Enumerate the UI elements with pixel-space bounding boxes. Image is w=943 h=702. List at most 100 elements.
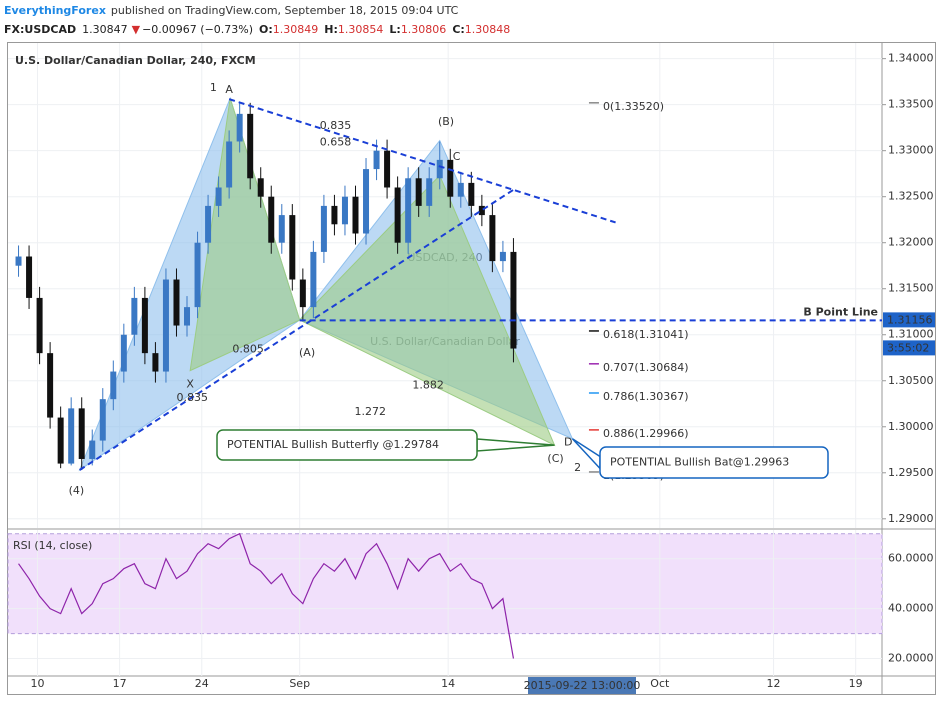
- rsi-band: [7, 533, 883, 635]
- header-line: EverythingForex published on TradingView.…: [4, 4, 459, 17]
- change: −0.00967 (−0.73%): [142, 23, 253, 36]
- published: published on TradingView.com, September …: [111, 4, 459, 17]
- candle-body: [468, 182, 475, 206]
- layers: EverythingForex published on TradingView.…: [4, 4, 935, 694]
- candle-body: [278, 215, 285, 243]
- fib-label: 0.618(1.31041): [603, 328, 689, 341]
- candle-body: [436, 159, 443, 179]
- candle-body: [499, 251, 506, 262]
- y-tick-label: 1.30500: [888, 374, 934, 387]
- candle-body: [205, 205, 212, 243]
- candle-body: [363, 169, 370, 234]
- chart-frame: [7, 42, 936, 695]
- y-tick-label: 20.0000: [888, 652, 934, 665]
- y-tick-label: 60.0000: [888, 552, 934, 565]
- pattern-label: (4): [69, 484, 85, 497]
- y-tick-label: 1.33500: [888, 98, 934, 111]
- x-tick-label: 17: [113, 677, 127, 690]
- candle-body: [405, 178, 412, 243]
- ohlc-label: L:: [389, 23, 400, 36]
- candle-body: [247, 113, 254, 179]
- ohlc-label: H:: [324, 23, 338, 36]
- candle-body: [120, 334, 127, 372]
- ohlc-value: 1.30849: [273, 23, 319, 36]
- y-tick-label: 40.0000: [888, 602, 934, 615]
- pattern-label: X: [186, 377, 194, 390]
- fib-label: 0(1.33520): [603, 100, 664, 113]
- x-tick-label: 24: [195, 677, 209, 690]
- pattern-label: 1.272: [354, 405, 386, 418]
- candle-body: [78, 408, 85, 459]
- candle-body: [352, 196, 359, 234]
- y-tick-label: 1.31500: [888, 282, 934, 295]
- countdown-label: 3:55:02: [887, 341, 929, 354]
- pattern-label: (A): [299, 346, 315, 359]
- chart-title: U.S. Dollar/Canadian Dollar, 240, FXCM: [15, 54, 256, 67]
- candle-body: [310, 251, 317, 308]
- fib-label: 0.707(1.30684): [603, 361, 689, 374]
- callout-box: [216, 429, 478, 461]
- candle-body: [131, 297, 138, 335]
- y-tick-label: 1.31000: [888, 328, 934, 341]
- pattern-label: C: [453, 150, 461, 163]
- trendline: [228, 98, 616, 224]
- x-tick-label: 12: [767, 677, 781, 690]
- candle-body: [36, 297, 43, 354]
- candle-body: [384, 150, 391, 188]
- candle-body: [152, 353, 159, 372]
- trendline: [79, 187, 517, 471]
- symbol: FX:USDCAD: [4, 23, 76, 36]
- y-tick-label: 1.32500: [888, 190, 934, 203]
- candle-body: [47, 353, 54, 418]
- x-tick-label: Oct: [650, 677, 670, 690]
- candle-body: [26, 256, 33, 298]
- candle-body: [489, 215, 496, 262]
- pattern-label: 1.882: [412, 378, 444, 391]
- harmonic-pattern: [298, 174, 556, 447]
- brand: EverythingForex: [4, 4, 106, 17]
- candle-body: [289, 215, 296, 280]
- x-tick-label: Sep: [289, 677, 310, 690]
- ohlc-value: 1.30848: [465, 23, 511, 36]
- price-tag-label: 1.31156: [887, 313, 933, 326]
- pattern-label: A: [225, 83, 233, 96]
- x-tick-label: 19: [849, 677, 863, 690]
- last-price: 1.30847: [82, 23, 128, 36]
- y-tick-label: 1.30000: [888, 420, 934, 433]
- pattern-label: (B): [438, 115, 454, 128]
- candle-body: [184, 307, 191, 326]
- candle-body: [173, 279, 180, 326]
- candle-body: [68, 408, 75, 464]
- ohlc-label: C:: [452, 23, 464, 36]
- pattern-label: 0.658: [320, 135, 352, 148]
- callout-box: [599, 446, 829, 479]
- rsi-title: RSI (14, close): [13, 539, 92, 552]
- candle-body: [110, 371, 117, 400]
- symbol-line: FX:USDCAD 1.30847 ▼ −0.00967 (−0.73%) O:1.30…: [4, 23, 510, 36]
- candle-body: [320, 205, 327, 252]
- y-tick-label: 1.32000: [888, 236, 934, 249]
- callout-text: POTENTIAL Bullish Butterfly @1.29784: [227, 438, 439, 451]
- pattern-label: 1: [210, 81, 217, 94]
- x-tick-label: 14: [441, 677, 455, 690]
- candle-body: [215, 187, 222, 206]
- ohlc-value: 1.30854: [338, 23, 384, 36]
- b-point-label: B Point Line: [803, 305, 878, 318]
- candle-body: [510, 251, 517, 349]
- candle-body: [194, 242, 201, 308]
- candle-body: [415, 178, 422, 206]
- candle-body: [99, 399, 106, 441]
- candle-body: [426, 178, 433, 206]
- candle-body: [341, 196, 348, 225]
- fib-label: 0.886(1.29966): [603, 427, 689, 440]
- candle-body: [257, 178, 264, 197]
- pattern-label: D: [564, 435, 572, 448]
- candle-body: [268, 196, 275, 243]
- ohlc-label: O:: [259, 23, 273, 36]
- ohlc-value: 1.30806: [401, 23, 447, 36]
- cursor-date-tag: [528, 677, 636, 694]
- pattern-label: 0.835: [177, 391, 209, 404]
- change-arrow: ▼: [132, 23, 141, 36]
- candle-body: [478, 205, 485, 216]
